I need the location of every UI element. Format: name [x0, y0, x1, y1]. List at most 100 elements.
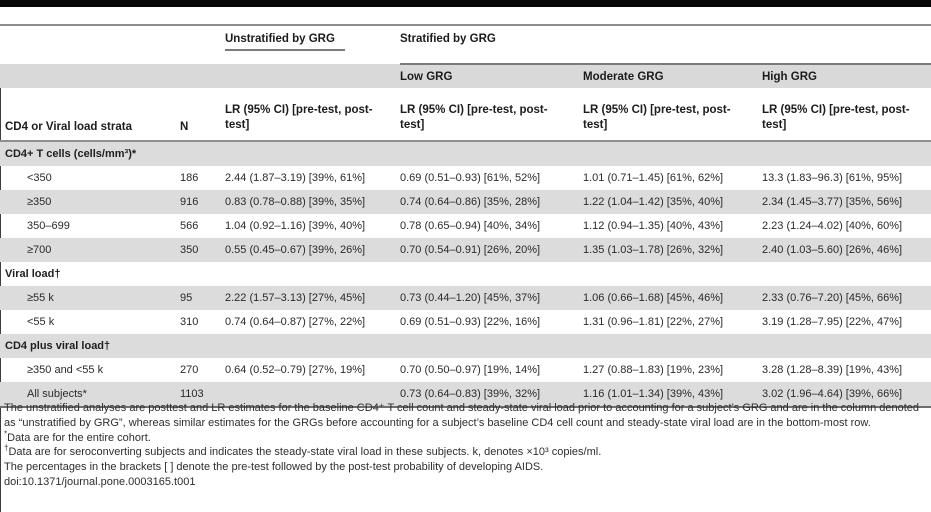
header-moderate-grg: Moderate GRG — [583, 64, 762, 88]
cell-n: 186 — [180, 172, 199, 184]
table-row: All subjects* 1103 0.73 (0.64–0.83) [39%… — [0, 382, 931, 407]
spacer-cell — [180, 25, 225, 64]
cell-high: 13.3 (1.83–96.3) [61%, 95%] — [762, 172, 903, 184]
lr-label: LR (95% CI) [pre-test, post-test] — [400, 103, 548, 131]
cell-n: 310 — [180, 316, 199, 328]
grg-subgroup-row: Low GRG Moderate GRG High GRG — [0, 64, 931, 88]
header-stratified: Stratified by GRG — [400, 25, 931, 65]
cell-moderate: 1.12 (0.94–1.35) [40%, 43%] — [583, 220, 724, 232]
header-lr-low: LR (95% CI) [pre-test, post-test] — [400, 88, 583, 142]
cell-strata: ≥350 — [0, 190, 180, 214]
cell-high: 2.34 (1.45–3.77) [35%, 56%] — [762, 190, 931, 214]
cell-high: 3.19 (1.28–7.95) [22%, 47%] — [762, 316, 903, 328]
section-row-viral-load: Viral load† — [0, 262, 931, 286]
cell-strata: ≥700 — [0, 238, 180, 262]
header-unstratified: Unstratified by GRG — [225, 25, 400, 64]
table-row: ≥350 916 0.83 (0.78–0.88) [39%, 35%] 0.7… — [0, 190, 931, 214]
cell-low: 0.69 (0.51–0.93) [22%, 16%] — [400, 316, 541, 328]
footnote-brackets: The percentages in the brackets [ ] deno… — [4, 461, 544, 474]
table-row: ≥350 and <55 k 270 0.64 (0.52–0.79) [27%… — [0, 358, 931, 382]
star-marker: * — [4, 428, 8, 438]
doi-text: doi:10.1371/journal.pone.0003165.t001 — [4, 475, 196, 488]
section-label: CD4+ T cells (cells/mm³)* — [0, 141, 931, 166]
header-lr-unstratified: LR (95% CI) [pre-test, post-test] — [225, 88, 400, 142]
column-header-row: CD4 or Viral load strata N LR (95% CI) [… — [0, 88, 931, 142]
cell-unstratified: 0.64 (0.52–0.79) [27%, 19%] — [225, 364, 366, 376]
cell-low: 0.78 (0.65–0.94) [40%, 34%] — [400, 220, 541, 232]
section-row-cd4-plus-viral-load: CD4 plus viral load† — [0, 334, 931, 358]
cell-unstratified: 2.44 (1.87–3.19) [39%, 61%] — [225, 172, 366, 184]
cell-strata: <350 — [27, 172, 52, 184]
table-body: CD4+ T cells (cells/mm³)* <350 186 2.44 … — [0, 141, 931, 407]
cell-high: 2.40 (1.03–5.60) [26%, 46%] — [762, 238, 931, 262]
cell-strata: All subjects* — [0, 382, 180, 407]
cell-moderate: 1.35 (1.03–1.78) [26%, 32%] — [583, 238, 762, 262]
cell-low: 0.69 (0.51–0.93) [61%, 52%] — [400, 172, 541, 184]
cell-unstratified: 0.74 (0.64–0.87) [27%, 22%] — [225, 316, 366, 328]
footnote-body: The unstratified analyses are posttest a… — [4, 402, 920, 429]
section-row-cd4: CD4+ T cells (cells/mm³)* — [0, 141, 931, 166]
cell-moderate: 1.06 (0.66–1.68) [45%, 46%] — [583, 286, 762, 310]
cell-moderate: 1.27 (0.88–1.83) [19%, 23%] — [583, 364, 724, 376]
footnote-star-text: Data are for the entire cohort. — [7, 431, 151, 444]
header-low-grg: Low GRG — [400, 64, 583, 88]
table-row: <55 k 310 0.74 (0.64–0.87) [27%, 22%] 0.… — [0, 310, 931, 334]
cell-n: 95 — [180, 286, 225, 310]
cell-strata: <55 k — [27, 316, 55, 328]
spacer-cell — [180, 64, 225, 88]
table-row: ≥700 350 0.55 (0.45–0.67) [39%, 26%] 0.7… — [0, 238, 931, 262]
table-row: <350 186 2.44 (1.87–3.19) [39%, 61%] 0.6… — [0, 166, 931, 190]
cell-strata: 350–699 — [27, 220, 70, 232]
header-n: N — [180, 88, 225, 142]
cell-n: 916 — [180, 190, 225, 214]
section-label: Viral load† — [5, 268, 61, 280]
stratified-by-grg-label: Stratified by GRG — [400, 33, 496, 45]
unstratified-by-grg-label: Unstratified by GRG — [225, 33, 345, 51]
header-lr-moderate: LR (95% CI) [pre-test, post-test] — [583, 88, 762, 142]
table-row: 350–699 566 1.04 (0.92–1.16) [39%, 40%] … — [0, 214, 931, 238]
table-footnotes: The unstratified analyses are posttest a… — [0, 396, 931, 490]
cell-n: 270 — [180, 364, 199, 376]
cell-moderate: 1.22 (1.04–1.42) [35%, 40%] — [583, 190, 762, 214]
cell-unstratified: 0.55 (0.45–0.67) [39%, 26%] — [225, 238, 400, 262]
lr-label: LR (95% CI) [pre-test, post-test] — [225, 103, 373, 131]
cell-high: 3.28 (1.28–8.39) [19%, 43%] — [762, 364, 903, 376]
cell-high: 2.33 (0.76–7.20) [45%, 66%] — [762, 286, 931, 310]
cell-low: 0.70 (0.50–0.97) [19%, 14%] — [400, 364, 541, 376]
cell-moderate: 1.31 (0.96–1.81) [22%, 27%] — [583, 316, 724, 328]
header-high-grg: High GRG — [762, 64, 931, 88]
footnote-star: *Data are for the entire cohort. — [4, 428, 931, 446]
lr-label: LR (95% CI) [pre-test, post-test] — [762, 103, 910, 131]
cell-n: 350 — [180, 238, 225, 262]
cell-low: 0.73 (0.44–1.20) [45%, 37%] — [400, 286, 583, 310]
top-border-bar — [0, 0, 931, 7]
cell-moderate: 1.16 (1.01–1.34) [39%, 43%] — [583, 382, 762, 407]
cell-high: 3.02 (1.96–4.64) [39%, 66%] — [762, 382, 931, 407]
header-lr-high: LR (95% CI) [pre-test, post-test] — [762, 88, 931, 142]
footnote-dagger: †Data are for seroconverting subjects an… — [4, 443, 931, 460]
spacer-cell — [0, 25, 180, 64]
dagger-marker: † — [4, 443, 9, 453]
results-table: Unstratified by GRG Stratified by GRG Lo… — [0, 24, 931, 408]
section-label: CD4 plus viral load† — [0, 334, 931, 358]
table-header: Unstratified by GRG Stratified by GRG Lo… — [0, 25, 931, 142]
cell-moderate: 1.01 (0.71–1.45) [61%, 62%] — [583, 172, 724, 184]
cell-unstratified: 0.83 (0.78–0.88) [39%, 35%] — [225, 190, 400, 214]
cell-unstratified: 2.22 (1.57–3.13) [27%, 45%] — [225, 286, 400, 310]
cell-low: 0.70 (0.54–0.91) [26%, 20%] — [400, 238, 583, 262]
cell-low: 0.73 (0.64–0.83) [39%, 32%] — [400, 382, 583, 407]
cell-strata: ≥55 k — [0, 286, 180, 310]
cell-unstratified — [225, 382, 400, 407]
spacer-cell — [225, 64, 400, 88]
table-row: ≥55 k 95 2.22 (1.57–3.13) [27%, 45%] 0.7… — [0, 286, 931, 310]
cell-low: 0.74 (0.64–0.86) [35%, 28%] — [400, 190, 583, 214]
cell-high: 2.23 (1.24–4.02) [40%, 60%] — [762, 220, 903, 232]
group-header-row: Unstratified by GRG Stratified by GRG — [0, 25, 931, 65]
cell-strata: ≥350 and <55 k — [27, 364, 104, 376]
spacer-cell — [0, 64, 180, 88]
header-strata: CD4 or Viral load strata — [0, 88, 180, 142]
lr-label: LR (95% CI) [pre-test, post-test] — [583, 103, 731, 131]
cell-unstratified: 1.04 (0.92–1.16) [39%, 40%] — [225, 220, 366, 232]
cell-n: 566 — [180, 220, 199, 232]
cell-n: 1103 — [180, 382, 225, 407]
